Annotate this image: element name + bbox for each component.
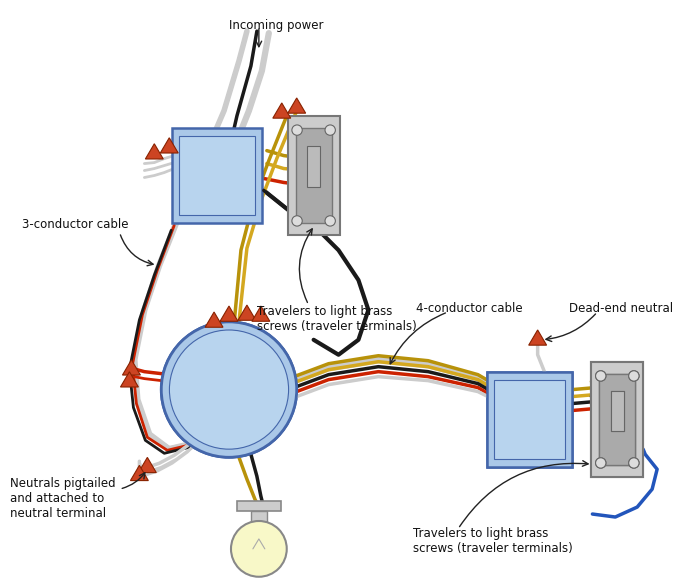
Polygon shape (139, 458, 156, 473)
Circle shape (596, 371, 606, 381)
Bar (251, 511, 267, 525)
Text: Neutrals pigtailed
and attached to
neutral terminal: Neutrals pigtailed and attached to neutr… (10, 477, 116, 520)
Circle shape (169, 330, 288, 449)
Bar (487, 372, 572, 466)
Polygon shape (252, 306, 270, 321)
Text: Incoming power: Incoming power (229, 19, 323, 32)
Text: 4-conductor cable: 4-conductor cable (416, 302, 523, 315)
Text: Dead-end neutral: Dead-end neutral (568, 302, 673, 315)
Polygon shape (238, 305, 256, 321)
Circle shape (292, 216, 302, 226)
Text: 3-conductor cable: 3-conductor cable (22, 219, 128, 231)
Bar (611, 391, 624, 431)
Circle shape (629, 458, 639, 468)
Text: Travelers to light brass
screws (traveler terminals): Travelers to light brass screws (travele… (257, 305, 416, 333)
Bar (599, 374, 636, 465)
Bar (611, 391, 624, 431)
Bar (494, 380, 565, 459)
Bar (494, 380, 565, 459)
Circle shape (325, 216, 335, 226)
Circle shape (325, 125, 335, 135)
Bar (179, 136, 255, 215)
Circle shape (292, 125, 302, 135)
Bar (288, 116, 340, 235)
Circle shape (161, 322, 297, 457)
Bar (172, 128, 262, 223)
Circle shape (629, 371, 639, 381)
Polygon shape (528, 330, 547, 345)
Circle shape (596, 371, 606, 381)
Polygon shape (273, 103, 290, 118)
Bar (307, 146, 320, 188)
Circle shape (169, 330, 288, 449)
Circle shape (629, 458, 639, 468)
Polygon shape (160, 138, 178, 153)
Circle shape (161, 322, 297, 457)
Bar (592, 362, 643, 476)
Bar (599, 374, 636, 465)
Bar (487, 372, 572, 466)
Polygon shape (122, 360, 141, 375)
Polygon shape (146, 144, 163, 159)
Bar (592, 362, 643, 476)
Circle shape (596, 458, 606, 468)
Bar (237, 501, 281, 511)
Polygon shape (120, 372, 139, 387)
Circle shape (231, 521, 287, 577)
Polygon shape (130, 465, 148, 481)
Polygon shape (220, 306, 238, 321)
Bar (295, 128, 332, 223)
Polygon shape (205, 312, 223, 327)
Text: Travelers to light brass
screws (traveler terminals): Travelers to light brass screws (travele… (413, 527, 573, 555)
Polygon shape (288, 98, 306, 113)
Circle shape (596, 458, 606, 468)
Circle shape (629, 371, 639, 381)
